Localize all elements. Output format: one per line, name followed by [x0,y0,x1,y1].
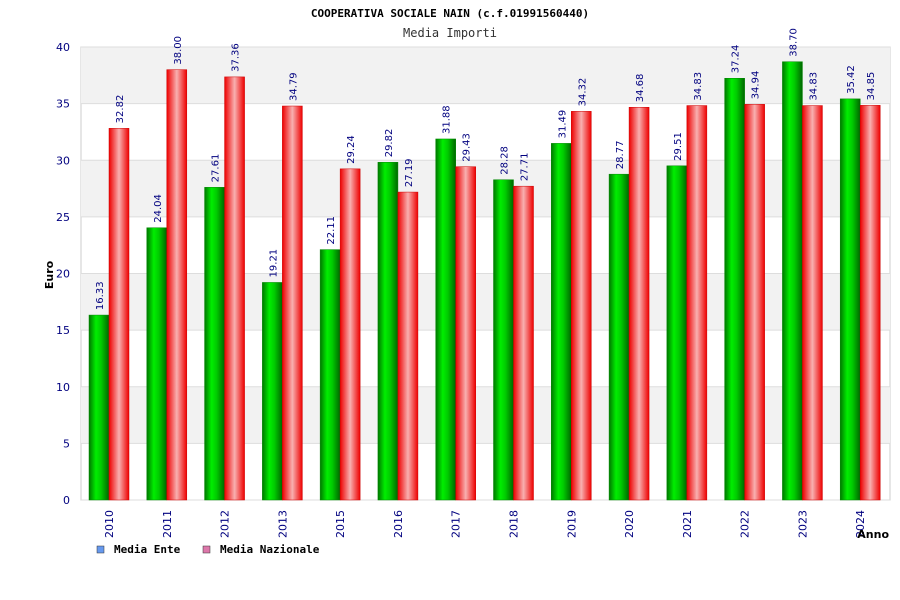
legend: Media Ente Media Nazionale [96,543,320,556]
bar-media-nazionale-2021 [686,105,708,501]
bar-media-nazionale-2022 [744,104,765,501]
data-label: 28.28 [500,146,511,175]
bar-media-nazionale-2017 [455,166,476,501]
y-tick-label: 15 [56,324,70,337]
y-tick-label: 5 [63,437,70,450]
x-tick-label: 2018 [508,510,521,538]
data-label: 35.42 [846,65,857,94]
bar-media-nazionale-2016 [397,191,419,501]
grid-band [81,273,890,331]
x-axis-label: Anno [857,528,889,541]
bar-media-ente-2024 [839,98,861,501]
bar-media-ente-2013 [262,282,283,501]
grid-band [81,47,890,104]
bar-media-ente-2012 [204,187,225,501]
data-label: 31.88 [442,105,453,134]
bar-media-nazionale-2011 [166,69,188,501]
data-label: 29.43 [462,133,473,162]
x-tick-label: 2015 [334,510,347,538]
x-tick-label: 2012 [219,510,232,538]
data-label: 34.85 [866,72,877,101]
chart-title: COOPERATIVA SOCIALE NAIN (c.f.0199156044… [311,7,589,20]
data-label: 34.68 [635,74,646,103]
x-tick-label: 2023 [796,510,809,538]
legend-swatch-media-nazionale [202,545,211,554]
data-label: 19.21 [268,249,279,278]
data-label: 29.51 [673,132,684,161]
data-label: 37.36 [231,43,242,72]
bar-media-nazionale-2010 [108,128,130,501]
bar-media-ente-2020 [608,173,630,501]
x-tick-label: 2011 [161,510,174,538]
y-tick-label: 40 [56,41,70,54]
data-label: 24.04 [153,194,164,223]
bar-media-ente-2015 [319,249,341,501]
chart-subtitle: Media Importi [403,26,497,40]
bar-media-nazionale-2015 [339,168,361,501]
data-label: 16.33 [95,281,106,310]
data-label: 38.70 [788,28,799,57]
data-label: 28.77 [615,141,626,170]
x-tick-label: 2022 [739,510,752,538]
x-axis-ticks: 2010 2011 2012 2013 2015 2016 2017 2018 2019 2020… [103,510,867,538]
bar-media-nazionale-2020 [628,106,650,501]
y-tick-label: 35 [56,98,70,111]
x-tick-label: 2017 [450,510,463,538]
data-label: 29.82 [384,129,395,158]
x-tick-label: 2010 [103,510,116,538]
legend-label-media-nazionale: Media Nazionale [220,543,320,556]
data-label: 22.11 [326,216,337,245]
bar-media-nazionale-2018 [513,185,534,501]
x-tick-label: 2021 [681,510,694,538]
data-label: 32.82 [115,95,126,124]
data-label: 31.49 [557,110,568,139]
data-label: 27.19 [404,158,415,187]
data-label: 34.83 [808,72,819,101]
data-label: 27.71 [520,153,531,182]
bar-media-ente-2018 [493,179,514,501]
x-tick-label: 2020 [623,510,636,538]
bar-media-ente-2011 [146,227,168,501]
bar-media-ente-2016 [377,162,399,501]
x-tick-label: 2013 [276,510,289,538]
data-label: 29.24 [346,135,357,164]
bar-media-ente-2017 [435,138,456,501]
data-label: 27.61 [211,154,222,183]
data-label: 34.32 [577,78,588,107]
legend-label-media-ente: Media Ente [114,543,181,556]
y-tick-label: 20 [56,268,70,281]
bar-media-nazionale-2012 [224,76,245,501]
y-tick-label: 10 [56,381,70,394]
y-tick-label: 25 [56,211,70,224]
data-label: 34.79 [288,72,299,101]
bar-media-ente-2022 [724,78,745,501]
grid-band [81,160,890,217]
bar-media-ente-2019 [551,143,572,501]
x-tick-label: 2024 [854,510,867,538]
bar-media-ente-2023 [782,61,803,501]
data-label: 34.83 [693,72,704,101]
bars [88,61,881,501]
y-tick-label: 0 [63,494,70,507]
bar-media-nazionale-2013 [282,105,303,501]
grid-band [81,386,890,444]
bar-media-ente-2010 [88,314,110,501]
x-tick-label: 2019 [565,510,578,538]
bar-media-nazionale-2019 [571,111,592,501]
bar-media-nazionale-2023 [802,105,823,501]
data-label: 37.24 [731,45,742,74]
bar-media-ente-2021 [666,165,688,501]
bar-media-nazionale-2024 [859,105,881,501]
x-tick-label: 2016 [392,510,405,538]
y-axis-ticks: 0 5 10 15 20 25 30 35 40 [56,41,70,507]
y-tick-label: 30 [56,154,70,167]
legend-swatch-media-ente [96,545,105,554]
data-label: 34.94 [751,71,762,100]
data-label: 38.00 [173,36,184,65]
y-axis-label: Euro [43,260,56,289]
bar-labels: 16.33 32.82 24.04 38.00 27.61 37.36 19.21 34.79… [95,28,877,310]
